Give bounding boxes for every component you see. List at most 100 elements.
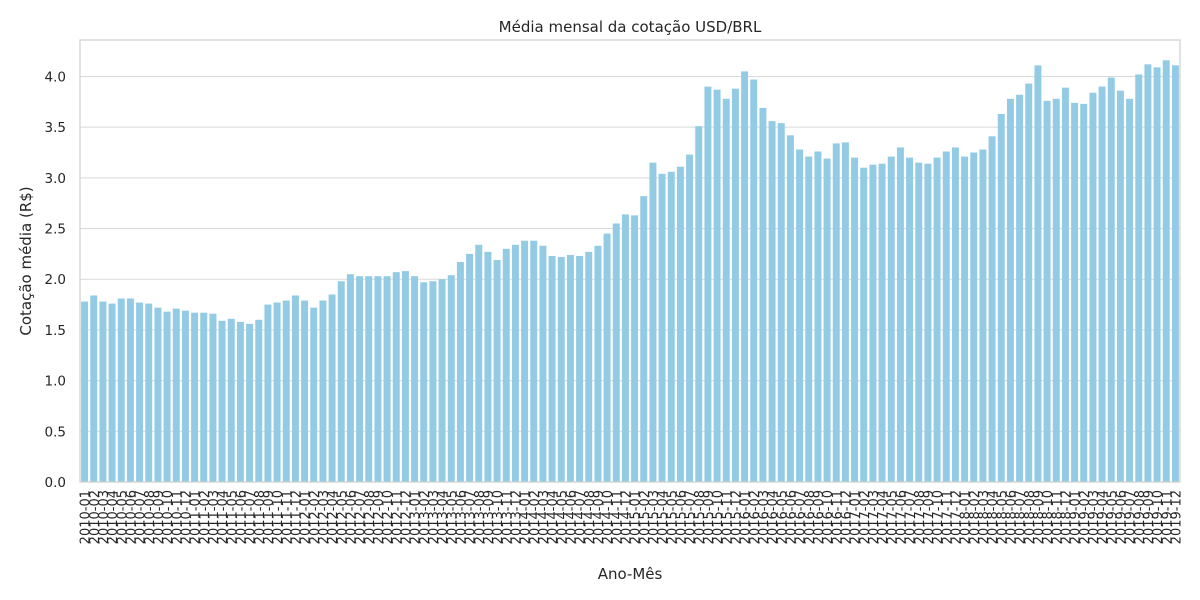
x-tick-label: 2015-05 xyxy=(665,490,680,544)
x-tick-label: 2016-03 xyxy=(757,490,772,544)
bar-2018-06 xyxy=(1006,98,1014,483)
x-tick-label: 2017-10 xyxy=(931,490,946,544)
x-tick-label: 2010-12 xyxy=(179,490,194,544)
x-tick-label: 2012-06 xyxy=(344,490,359,544)
x-tick-label: 2018-10 xyxy=(1041,490,1056,544)
bar-2014-01 xyxy=(521,240,529,482)
bar-2013-12 xyxy=(511,244,519,482)
x-tick-label: 2011-07 xyxy=(244,490,259,544)
bar-2015-06 xyxy=(676,166,684,482)
x-tick-label: 2017-03 xyxy=(867,490,882,544)
x-tick-label: 2011-09 xyxy=(262,490,277,544)
y-tick-label: 4.0 xyxy=(45,69,66,85)
bar-2014-12 xyxy=(621,214,629,482)
bar-2018-12 xyxy=(1061,87,1069,482)
bar-2016-06 xyxy=(786,135,794,482)
bar-2018-03 xyxy=(979,149,987,482)
x-tick-label: 2010-11 xyxy=(170,490,185,544)
x-tick-label: 2019-12 xyxy=(1169,490,1184,544)
bar-2018-04 xyxy=(988,136,996,482)
x-tick-label: 2019-11 xyxy=(1160,490,1175,544)
bar-2014-07 xyxy=(576,255,584,482)
bar-2018-08 xyxy=(1025,83,1033,483)
bar-2014-03 xyxy=(539,245,547,482)
x-tick-label: 2019-08 xyxy=(1133,490,1148,544)
bar-2013-11 xyxy=(502,248,510,482)
x-tick-label: 2019-10 xyxy=(1151,490,1166,544)
x-tick-label: 2018-03 xyxy=(977,490,992,544)
bar-2011-12 xyxy=(291,295,299,482)
x-tick-label: 2011-08 xyxy=(253,490,268,544)
bar-2013-10 xyxy=(493,259,501,482)
x-tick-label: 2012-04 xyxy=(326,490,341,544)
x-tick-label: 2015-06 xyxy=(674,490,689,544)
x-axis-label: Ano-Mês xyxy=(598,565,663,583)
x-tick-label: 2017-02 xyxy=(858,490,873,544)
x-tick-label: 2014-09 xyxy=(592,490,607,544)
chart-title: Média mensal da cotação USD/BRL xyxy=(499,18,762,36)
bar-2011-09 xyxy=(264,304,272,482)
bar-2016-01 xyxy=(741,71,749,482)
x-tick-label: 2015-01 xyxy=(629,490,644,544)
bar-2019-01 xyxy=(1071,102,1079,482)
y-tick-label: 0.5 xyxy=(45,424,66,440)
bar-2013-09 xyxy=(484,251,492,482)
bar-2016-09 xyxy=(814,151,822,482)
y-axis-label: Cotação média (R$) xyxy=(17,186,35,335)
bar-2017-05 xyxy=(887,156,895,482)
x-tick-label: 2011-03 xyxy=(207,490,222,544)
x-tick-label: 2018-04 xyxy=(986,490,1001,544)
grid-lines xyxy=(80,75,1180,432)
x-tick-label: 2011-06 xyxy=(234,490,249,544)
x-tick-label: 2012-03 xyxy=(317,490,332,544)
x-axis-ticks: 2010-012010-022010-032010-042010-052010-… xyxy=(79,490,1185,544)
bar-2019-08 xyxy=(1135,74,1143,482)
x-tick-label: 2011-04 xyxy=(216,490,231,544)
y-tick-label: 0.0 xyxy=(45,475,66,491)
bar-2012-06 xyxy=(346,274,354,482)
bar-2019-03 xyxy=(1089,92,1097,482)
bar-2012-03 xyxy=(319,300,327,482)
bar-2010-07 xyxy=(136,302,144,482)
x-tick-label: 2017-08 xyxy=(913,490,928,544)
bar-2015-03 xyxy=(649,162,657,482)
bar-2013-05 xyxy=(447,275,455,482)
bar-2017-07 xyxy=(906,157,914,483)
x-tick-label: 2013-12 xyxy=(509,490,524,544)
bar-2012-04 xyxy=(328,294,336,482)
bar-2019-05 xyxy=(1107,77,1115,483)
bar-2012-10 xyxy=(383,276,391,482)
bar-2017-08 xyxy=(915,162,923,482)
x-tick-label: 2016-11 xyxy=(830,490,845,544)
x-tick-label: 2016-06 xyxy=(784,490,799,544)
x-tick-label: 2012-10 xyxy=(381,490,396,544)
x-tick-label: 2014-08 xyxy=(583,490,598,544)
bar-2015-02 xyxy=(640,196,648,482)
x-tick-label: 2014-05 xyxy=(555,490,570,544)
bar-2017-12 xyxy=(951,147,959,482)
x-tick-label: 2010-07 xyxy=(134,490,149,544)
bars xyxy=(81,60,1179,483)
bar-2012-12 xyxy=(401,271,409,482)
bar-2010-12 xyxy=(181,310,189,482)
x-tick-label: 2014-06 xyxy=(564,490,579,544)
bar-2014-08 xyxy=(585,251,593,482)
x-tick-label: 2019-03 xyxy=(1087,490,1102,544)
x-tick-label: 2014-03 xyxy=(537,490,552,544)
bar-2010-01 xyxy=(81,301,89,482)
plot-frame xyxy=(79,39,1181,483)
x-tick-label: 2018-08 xyxy=(1023,490,1038,544)
x-tick-label: 2018-06 xyxy=(1004,490,1019,544)
bar-2012-05 xyxy=(337,281,345,482)
x-tick-label: 2010-03 xyxy=(97,490,112,544)
bar-2013-04 xyxy=(438,279,446,482)
bar-2010-10 xyxy=(163,311,171,482)
bar-2016-02 xyxy=(750,79,758,483)
bar-2018-02 xyxy=(970,152,978,482)
bar-2011-07 xyxy=(246,323,254,482)
x-tick-label: 2018-01 xyxy=(959,490,974,544)
bar-2014-09 xyxy=(594,245,602,482)
x-tick-label: 2013-01 xyxy=(409,490,424,544)
bar-2012-02 xyxy=(310,307,318,482)
bar-2011-02 xyxy=(200,312,208,482)
